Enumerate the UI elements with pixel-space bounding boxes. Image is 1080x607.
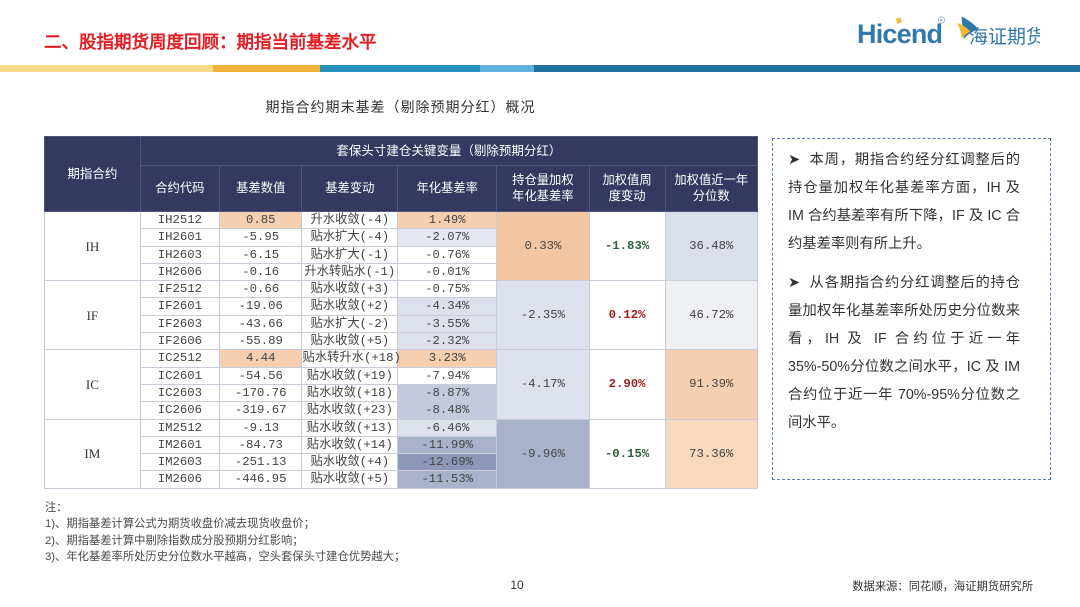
svg-text:海证期货: 海证期货 — [969, 22, 1040, 49]
svg-text:Hicend: Hicend — [857, 19, 942, 49]
svg-text:R: R — [940, 18, 943, 23]
